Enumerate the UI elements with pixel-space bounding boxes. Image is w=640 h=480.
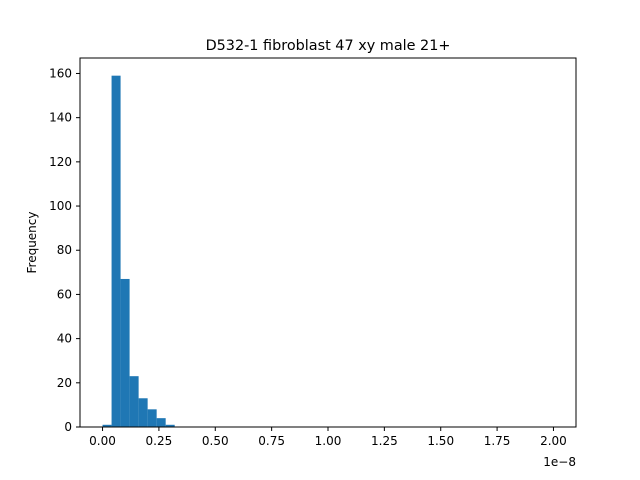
x-tick-label-3: 0.75 [258, 434, 285, 448]
bars-group [102, 75, 175, 428]
y-tick-label-2: 40 [57, 332, 72, 346]
histogram-bar-7 [165, 424, 175, 427]
y-tick-label-8: 160 [49, 66, 72, 80]
y-tick-label-3: 60 [57, 287, 72, 301]
x-tick-label-2: 0.50 [202, 434, 229, 448]
x-tick-label-4: 1.00 [315, 434, 342, 448]
y-tick-label-5: 100 [49, 199, 72, 213]
y-tick-label-4: 80 [57, 243, 72, 257]
y-axis-label: Frequency [25, 212, 39, 274]
chart-title: D532-1 fibroblast 47 xy male 21+ [206, 38, 451, 54]
histogram-bar-5 [147, 409, 157, 427]
x-tick-label-7: 1.75 [484, 434, 511, 448]
histogram-bar-1 [111, 75, 121, 428]
y-tick-label-1: 20 [57, 376, 72, 390]
y-tick-label-7: 140 [49, 111, 72, 125]
histogram-bar-0 [102, 424, 112, 427]
histogram-bar-2 [120, 278, 130, 427]
x-axis-offset-label: 1e−8 [543, 455, 576, 469]
y-tick-label-0: 0 [64, 420, 72, 434]
y-tick-label-6: 120 [49, 155, 72, 169]
histogram-bar-4 [138, 398, 148, 427]
x-tick-label-6: 1.50 [427, 434, 454, 448]
x-tick-label-1: 0.25 [146, 434, 173, 448]
plot-frame [79, 57, 577, 428]
histogram-bar-3 [129, 376, 139, 427]
histogram-bar-6 [156, 418, 166, 427]
x-tick-label-5: 1.25 [371, 434, 398, 448]
x-tick-label-8: 2.00 [540, 434, 567, 448]
x-axis: 0.00 0.25 0.50 0.75 1.00 1.25 1.50 1.75 2.00 [89, 427, 567, 448]
y-axis: 0 20 40 60 80 100 120 140 160 [49, 66, 80, 434]
x-tick-label-0: 0.00 [89, 434, 116, 448]
